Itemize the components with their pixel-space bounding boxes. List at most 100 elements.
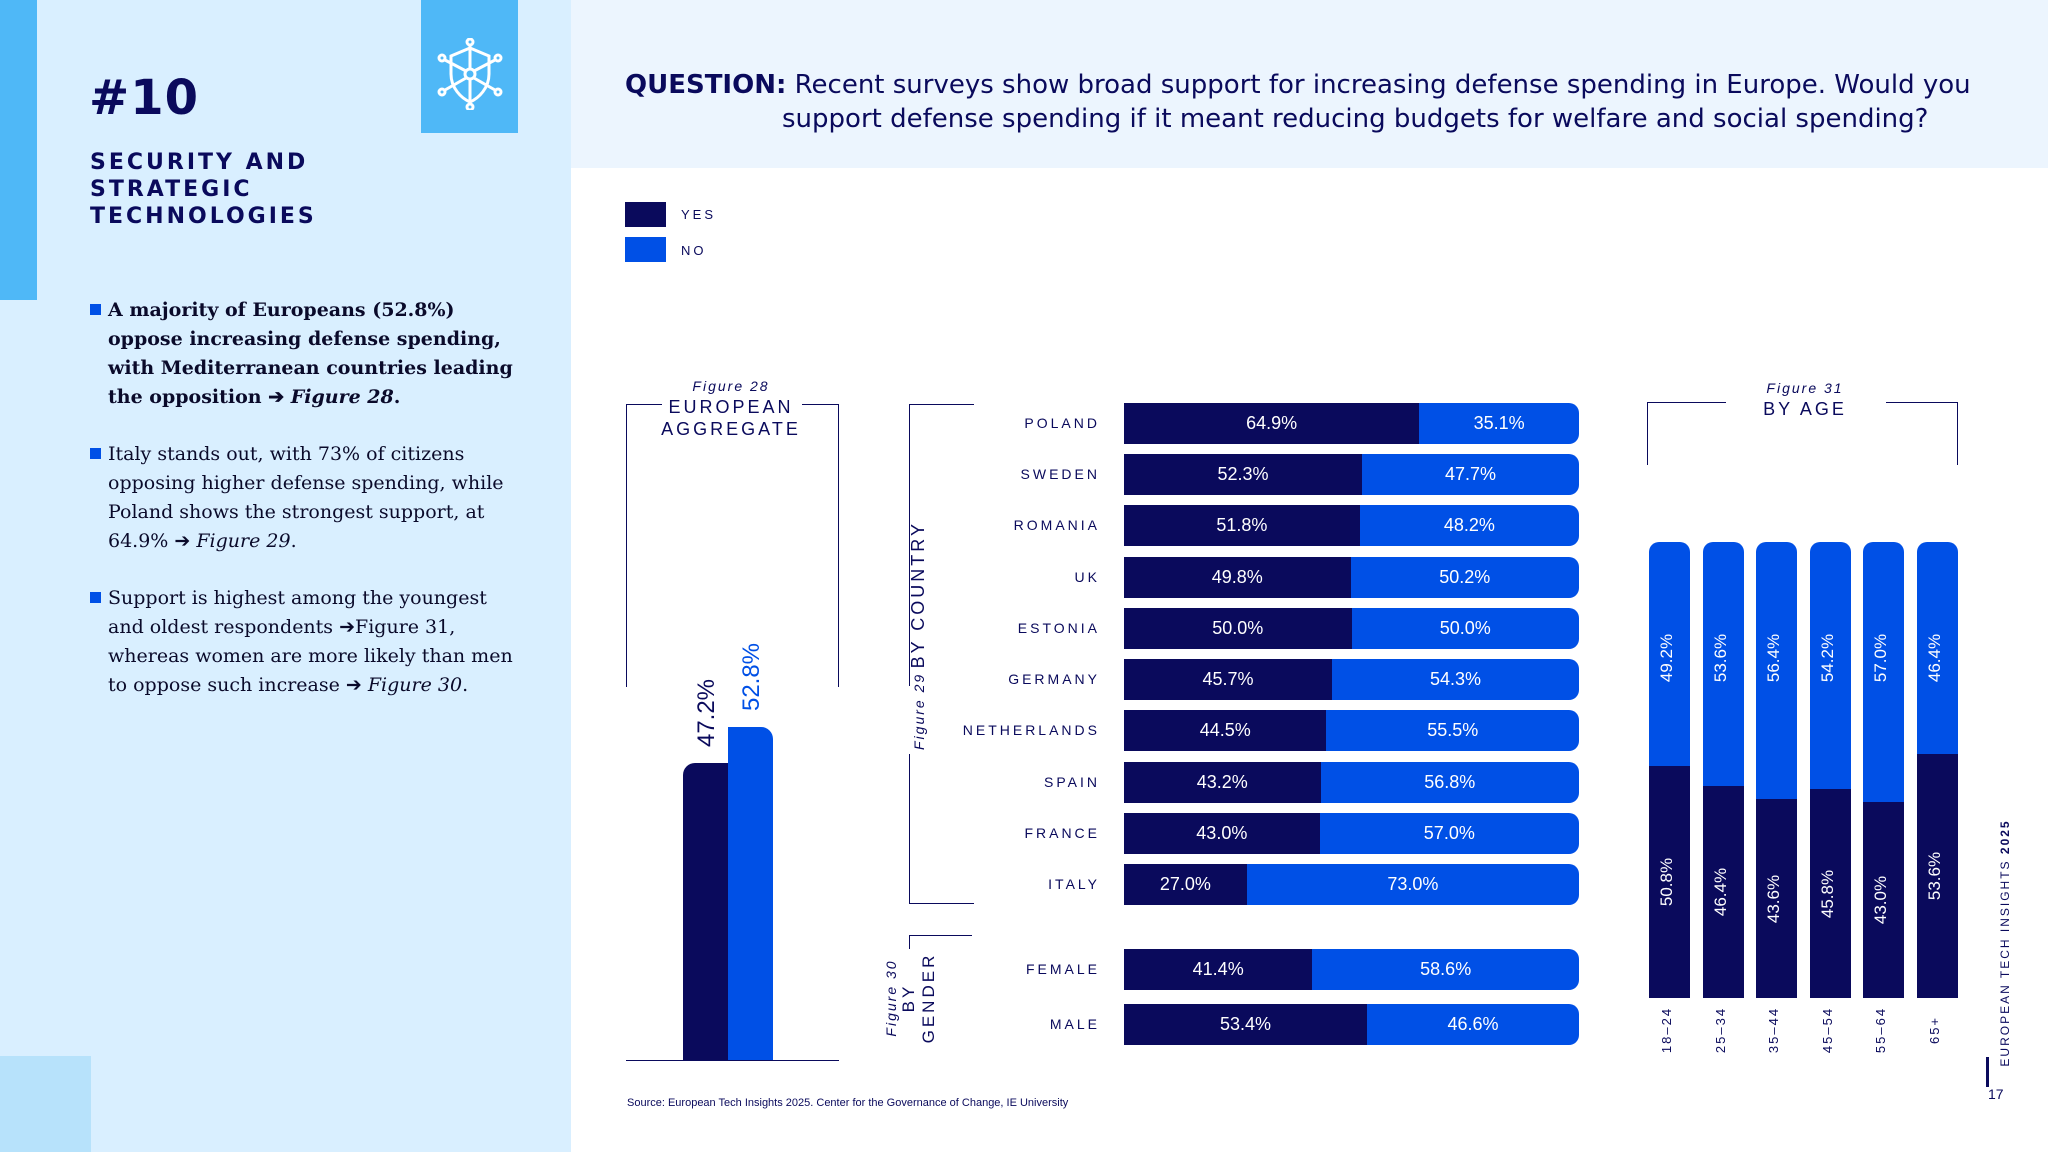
age-bar-no — [1809, 542, 1851, 790]
age-category-label: 25–34 — [1712, 1006, 1728, 1054]
section-title-line-1: SECURITY AND — [90, 150, 309, 175]
bullet-3: Support is highest among the youngest an… — [90, 584, 520, 700]
bullet-2-ref[interactable]: Figure 29 — [196, 530, 291, 552]
legend-yes-label: YES — [681, 207, 717, 222]
bullet-3-mid: Figure 31, whereas women are more likely… — [108, 616, 513, 696]
arrow-icon: ➔ — [268, 386, 285, 408]
country-bar-row: 50.0% 50.0% — [1124, 608, 1579, 649]
gender-label: FEMALE — [1025, 961, 1100, 977]
age-category-label: 35–44 — [1766, 1006, 1782, 1054]
gender-bar-row: 41.4% 58.6% — [1124, 949, 1579, 990]
country-bar-row: 27.0% 73.0% — [1124, 864, 1579, 905]
age-bar-yes — [1702, 786, 1744, 998]
age-category-label: 55–64 — [1873, 1006, 1889, 1054]
gender-label: MALE — [1049, 1016, 1100, 1032]
country-bar-no: 55.5% — [1326, 710, 1579, 751]
bullet-1: A majority of Europeans (52.8%) oppose i… — [90, 296, 520, 412]
bullet-2: Italy stands out, with 73% of citizens o… — [90, 440, 520, 556]
age-no-label: 54.2% — [1817, 633, 1837, 683]
question-line-1: Recent surveys show broad support for in… — [794, 70, 1971, 100]
country-bar-yes: 64.9% — [1124, 403, 1420, 444]
age-bar-no — [1917, 542, 1958, 754]
bullet-marker — [90, 304, 101, 315]
country-bar-row: 45.7% 54.3% — [1124, 659, 1579, 700]
gender-bar-yes: 53.4% — [1124, 1004, 1367, 1045]
sidebar — [0, 0, 571, 1152]
country-label: GERMANY — [1008, 671, 1100, 687]
country-bar-row: 51.8% 48.2% — [1124, 505, 1579, 546]
age-yes-label: 45.8% — [1817, 869, 1837, 918]
gender-bar-row: 53.4% 46.6% — [1124, 1004, 1579, 1045]
legend-no-label: NO — [681, 243, 707, 258]
accent-bar — [0, 0, 37, 300]
country-bar-yes: 43.2% — [1124, 762, 1321, 803]
age-bar-no — [1649, 542, 1690, 767]
question-line-2: support defense spending if it meant red… — [782, 104, 1929, 134]
section-icon-box — [421, 0, 518, 133]
age-no-label: 46.4% — [1925, 633, 1944, 683]
age-yes-label: 53.6% — [1925, 851, 1944, 900]
country-bar-no: 50.0% — [1351, 608, 1579, 649]
bullet-1-ref[interactable]: Figure 28 — [290, 386, 394, 408]
bullet-3-ref[interactable]: Figure 30 — [367, 674, 463, 696]
country-bar-yes: 51.8% — [1124, 505, 1360, 546]
shield-network-icon — [437, 38, 503, 110]
country-bar-yes: 44.5% — [1124, 710, 1327, 751]
age-no-label: 49.2% — [1657, 633, 1676, 683]
question: QUESTION: Recent surveys show broad supp… — [625, 68, 2005, 136]
fig28-value-label: 47.2% — [693, 678, 720, 747]
age-no-label: 56.4% — [1764, 633, 1784, 683]
country-label: ITALY — [1048, 876, 1100, 892]
country-bar-no: 48.2% — [1359, 505, 1579, 546]
fig28-title: EUROPEAN AGGREGATE — [661, 397, 801, 439]
age-yes-label: 50.8% — [1657, 858, 1676, 907]
side-brand-tick — [1986, 1057, 1989, 1087]
section-title-line-3: TECHNOLOGIES — [90, 204, 317, 229]
accent-block — [0, 1056, 91, 1152]
age-no-label: 57.0% — [1871, 633, 1891, 683]
country-bar-no: 54.3% — [1331, 659, 1579, 700]
age-bar-no — [1702, 542, 1744, 787]
legend-yes-swatch — [625, 202, 666, 227]
country-label: SWEDEN — [1020, 466, 1100, 482]
country-bar-yes: 27.0% — [1124, 864, 1247, 905]
bullet-marker — [90, 592, 101, 603]
age-bar-yes — [1917, 753, 1958, 998]
age-bar-yes — [1809, 789, 1851, 998]
age-no-label: 53.6% — [1710, 633, 1730, 683]
fig28-bar-no — [728, 727, 773, 1060]
country-bar-row: 49.8% 50.2% — [1124, 557, 1579, 598]
age-category-label: 45–54 — [1819, 1006, 1835, 1054]
age-category-label: 65+ — [1927, 1015, 1942, 1045]
fig28-label: Figure 28 — [692, 378, 770, 394]
gender-bar-no: 46.6% — [1366, 1004, 1579, 1045]
section-number: #10 — [89, 70, 200, 126]
gender-bar-no: 58.6% — [1312, 949, 1579, 990]
age-category-label: 18–24 — [1659, 1006, 1674, 1054]
page-number: 17 — [1988, 1086, 2004, 1102]
country-bar-no: 50.2% — [1350, 557, 1579, 598]
country-label: UK — [1074, 569, 1100, 585]
arrow-icon: ➔ — [345, 674, 362, 696]
country-bar-yes: 49.8% — [1124, 557, 1351, 598]
age-bar-no — [1756, 542, 1798, 800]
country-label: FRANCE — [1024, 825, 1100, 841]
country-bar-no: 73.0% — [1246, 864, 1579, 905]
country-bar-row: 52.3% 47.7% — [1124, 454, 1579, 495]
country-label: SPAIN — [1044, 774, 1100, 790]
bullet-1-text: A majority of Europeans (52.8%) oppose i… — [108, 299, 513, 408]
question-band — [571, 0, 2048, 168]
country-label: ROMANIA — [1013, 517, 1100, 533]
country-bar-row: 64.9% 35.1% — [1124, 403, 1579, 444]
age-yes-label: 43.0% — [1871, 875, 1891, 925]
country-bar-row: 43.0% 57.0% — [1124, 813, 1579, 854]
country-bar-no: 35.1% — [1419, 403, 1579, 444]
bullet-3-text: Support is highest among the youngest an… — [108, 587, 487, 638]
fig28-value-label: 52.8% — [738, 643, 765, 712]
age-bar-yes — [1756, 799, 1798, 998]
side-brand: EUROPEAN TECH INSIGHTS 2025 — [1998, 819, 2012, 1067]
arrow-icon: ➔ — [339, 616, 356, 638]
gender-bar-yes: 41.4% — [1124, 949, 1313, 990]
fig28-bar-yes — [683, 762, 728, 1060]
age-yes-label: 43.6% — [1764, 874, 1784, 923]
